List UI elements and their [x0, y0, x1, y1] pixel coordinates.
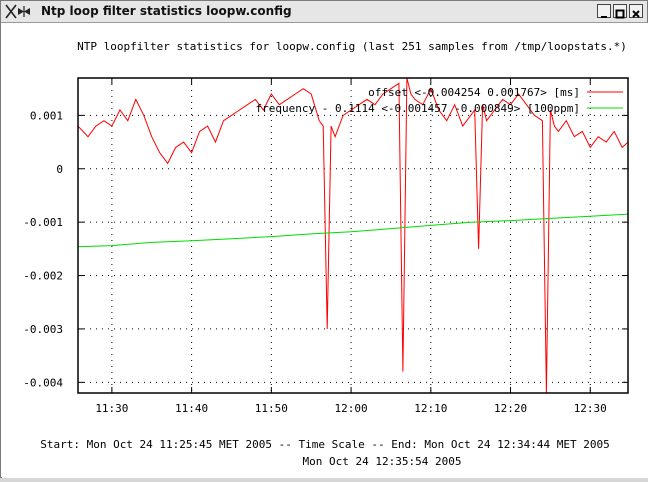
axis-ticks: 11:30 11:40 11:50 12:00 12:10 12:20 12:30 0.001…: [23, 78, 628, 415]
chart-heading: NTP loopfilter statistics for loopw.conf…: [77, 40, 627, 53]
x-tick-label: 11:50: [255, 402, 288, 415]
legend-frequency-label: frequency - 0.1114 <-0.001457 -0.000849>…: [255, 102, 580, 115]
close-button[interactable]: [629, 4, 643, 18]
y-tick-label: -0.004: [23, 376, 63, 389]
y-tick-label: -0.002: [23, 270, 63, 283]
loopstats-chart: NTP loopfilter statistics for loopw.conf…: [23, 40, 629, 468]
series-lines: [77, 77, 629, 394]
footer-timestamp: Mon Oct 24 12:35:54 2005: [303, 455, 462, 468]
x-tick-label: 12:30: [574, 402, 607, 415]
footer-range: Start: Mon Oct 24 11:25:45 MET 2005 -- T…: [40, 438, 610, 451]
maximize-icon: [615, 9, 625, 19]
y-tick-label: 0: [56, 163, 63, 176]
maximize-button[interactable]: [613, 4, 627, 19]
legend: offset <-0.004254 0.001767> [ms] frequen…: [255, 86, 623, 115]
offset-series-line: [77, 77, 629, 394]
minimize-button[interactable]: [597, 4, 611, 18]
minimize-icon: [601, 16, 607, 18]
plot-canvas: NTP loopfilter statistics for loopw.conf…: [2, 23, 648, 478]
x-tick-label: 12:10: [414, 402, 447, 415]
y-tick-label: -0.001: [23, 216, 63, 229]
plot-frame: [77, 77, 629, 394]
x-tick-label: 11:40: [175, 402, 208, 415]
x-tick-label: 11:30: [95, 402, 128, 415]
x-logo-icon[interactable]: [4, 3, 38, 20]
y-tick-label: 0.001: [30, 109, 63, 122]
x-tick-label: 12:00: [335, 402, 368, 415]
close-icon: [632, 10, 640, 18]
window-title: Ntp loop filter statistics loopw.config: [41, 4, 292, 18]
y-tick-label: -0.003: [23, 323, 63, 336]
frequency-series-line: [77, 213, 629, 248]
x-tick-label: 12:20: [494, 402, 527, 415]
title-bar[interactable]: Ntp loop filter statistics loopw.config: [1, 1, 647, 23]
legend-offset-label: offset <-0.004254 0.001767> [ms]: [368, 86, 580, 99]
